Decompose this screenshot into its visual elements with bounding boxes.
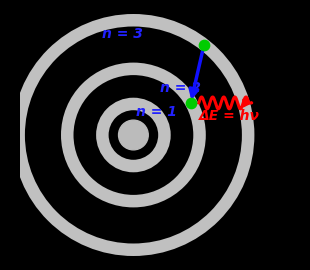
Point (188, 101, 193, 105)
Text: n = 3: n = 3 (102, 27, 143, 41)
Text: n = 2: n = 2 (160, 81, 201, 95)
Circle shape (118, 120, 148, 150)
Point (202, 42, 206, 47)
Text: ΔE = hν: ΔE = hν (199, 109, 260, 123)
Text: n = 1: n = 1 (136, 105, 177, 119)
